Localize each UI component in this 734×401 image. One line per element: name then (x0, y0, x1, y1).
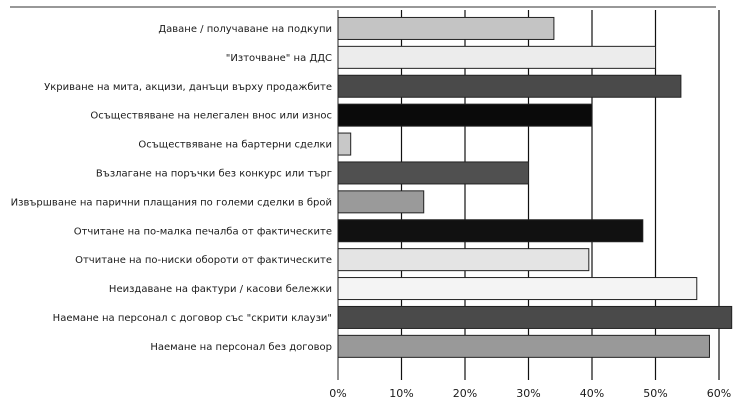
tick-label-6: 60% (707, 387, 731, 400)
bar-8 (337, 219, 644, 243)
bar-11 (337, 305, 733, 329)
bar-2 (337, 45, 656, 69)
category-label-5: Осъществяване на бартерни сделки (138, 140, 332, 151)
category-label-3: Укриване на мита, акцизи, данъци върху п… (44, 82, 332, 93)
bar-9 (337, 248, 590, 272)
bar-5 (337, 132, 352, 156)
bar-7 (337, 190, 425, 214)
bar-6 (337, 161, 529, 185)
category-label-2: "Източване" на ДДС (226, 53, 332, 64)
gridlines (400, 10, 720, 380)
bar-10 (337, 277, 698, 301)
category-label-9: Отчитане на по-ниски обороти от фактичес… (75, 255, 332, 266)
bar-3 (337, 74, 682, 98)
tick-label-3: 30% (516, 387, 540, 400)
category-label-10: Неиздаване на фактури / касови бележки (109, 284, 332, 295)
category-label-8: Отчитане на по-малка печалба от фактичес… (74, 226, 332, 237)
tick-label-5: 50% (643, 387, 667, 400)
tick-label-2: 20% (453, 387, 477, 400)
tick-label-0: 0% (329, 387, 346, 400)
category-label-7: Извършване на парични плащания по големи… (11, 197, 332, 208)
bars (337, 16, 733, 358)
category-label-11: Наемане на персонал с договор със "скрит… (53, 313, 332, 324)
bar-1 (337, 16, 555, 40)
category-labels: Даване / получаване на подкупи "Източване… (11, 24, 332, 353)
category-label-6: Възлагане на поръчки без конкурс или тър… (96, 168, 332, 179)
x-axis-ticks: 0% 10% 20% 30% 40% 50% 60% (329, 387, 731, 400)
tick-label-1: 10% (389, 387, 413, 400)
category-label-12: Наемане на персонал без договор (150, 342, 332, 353)
tick-label-4: 40% (580, 387, 604, 400)
category-label-4: Осъществяване на нелегален внос или изно… (90, 111, 332, 122)
bar-12 (337, 334, 710, 358)
category-label-1: Даване / получаване на подкупи (158, 24, 332, 35)
bar-4 (337, 103, 593, 127)
